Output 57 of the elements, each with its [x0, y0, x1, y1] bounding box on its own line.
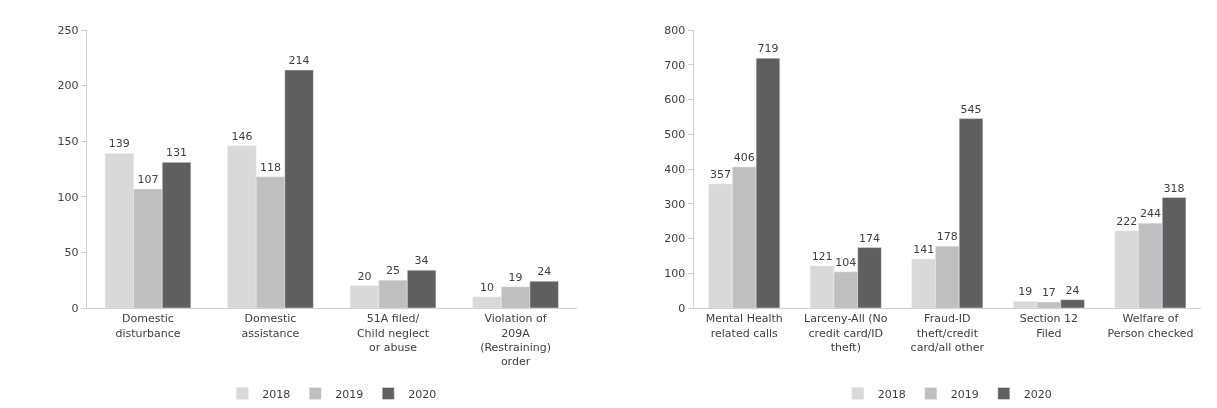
data-label: 107 [137, 173, 159, 187]
data-label: 104 [835, 255, 857, 269]
data-label: 10 [479, 280, 494, 294]
data-label: 214 [288, 54, 310, 68]
data-label: 25 [386, 264, 401, 278]
y-tick-label: 0 [71, 301, 79, 315]
data-label: 357 [710, 167, 732, 181]
legend-label: 2018 [877, 387, 906, 401]
x-tick-label: Violation of 209A (Restraining) order [480, 312, 551, 369]
x-tick-label: Mental Health related calls [705, 312, 783, 340]
y-tick-label: 250 [57, 23, 79, 37]
y-tick-label: 0 [678, 301, 686, 315]
data-label: 20 [357, 269, 372, 283]
legend-label: 2020 [408, 387, 437, 401]
y-tick-label: 300 [664, 197, 686, 211]
data-label: 121 [811, 249, 833, 263]
data-label: 318 [1163, 181, 1185, 195]
data-label: 146 [231, 129, 253, 143]
data-label: 19 [1018, 285, 1033, 299]
y-tick-label: 50 [64, 246, 79, 260]
data-label: 19 [508, 270, 523, 284]
x-tick-label: Fraud-ID theft/credit card/all other [910, 312, 985, 354]
y-tick-label: 100 [664, 267, 686, 281]
data-label: 131 [166, 146, 188, 160]
data-label: 222 [1116, 214, 1138, 228]
data-label: 719 [757, 42, 779, 56]
legend-label: 2018 [262, 387, 291, 401]
data-label: 141 [913, 243, 935, 256]
y-tick-label: 100 [57, 190, 79, 204]
x-tick-label: Larceny-All (No credit card/ID theft) [804, 312, 888, 354]
y-tick-label: 700 [664, 58, 686, 72]
y-tick-label: 150 [57, 135, 79, 149]
data-label: 406 [733, 150, 755, 164]
y-tick-label: 600 [664, 93, 686, 107]
y-tick-label: 200 [664, 232, 686, 246]
data-label: 174 [859, 231, 881, 245]
legend-label: 2019 [335, 387, 364, 401]
data-label: 34 [414, 254, 429, 268]
data-label: 17 [1041, 286, 1056, 300]
data-label: 24 [1065, 283, 1080, 297]
data-label: 545 [960, 102, 982, 116]
legend-label: 2020 [1023, 387, 1052, 401]
data-label: 244 [1139, 207, 1161, 221]
data-label: 118 [259, 160, 281, 174]
x-tick-label: Domestic disturbance [115, 312, 181, 340]
x-tick-label: Welfare of Person checked [1107, 312, 1194, 340]
data-label: 178 [936, 230, 958, 244]
x-tick-label: Domestic assistance [241, 312, 300, 340]
y-tick-label: 800 [664, 23, 686, 37]
legend-label: 2019 [950, 387, 979, 401]
y-tick-label: 400 [664, 162, 686, 176]
x-tick-label: Section 12 Filed [1019, 312, 1079, 340]
y-tick-label: 500 [664, 128, 686, 142]
y-tick-label: 200 [57, 79, 79, 93]
x-tick-label: 51A filed/ Child neglect or abuse [356, 312, 430, 354]
data-label: 139 [108, 137, 130, 151]
data-label: 24 [537, 265, 552, 279]
